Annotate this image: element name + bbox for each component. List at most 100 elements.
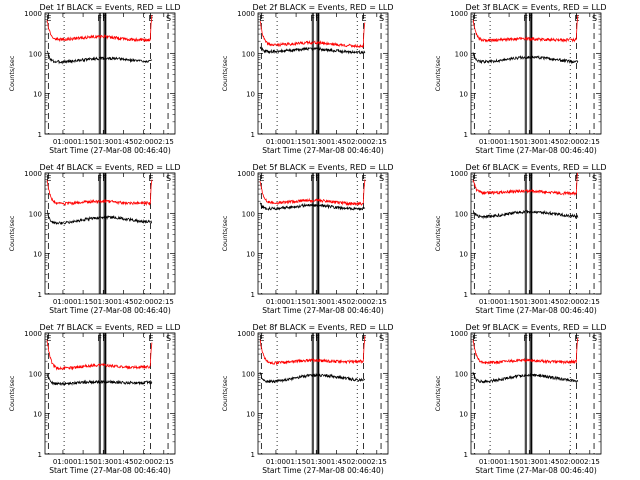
x-tick-label: 02:15: [367, 138, 387, 146]
x-tick-label: 01:15: [73, 298, 93, 306]
x-tick-label: 01:15: [73, 138, 93, 146]
plot-frame: [44, 172, 176, 295]
detector-panel: Det 6f BLACK = Events, RED = LLD 1 10 100 10…: [426, 160, 639, 320]
y-tick-label: 1: [38, 131, 42, 139]
event-marker-label: S: [592, 14, 597, 23]
y-tick-label: 1000: [237, 330, 255, 338]
x-axis-label: Start Time (27-Mar-08 00:46:40): [49, 146, 171, 155]
plot-frame: [257, 332, 389, 455]
event-marker-label: E: [149, 174, 154, 183]
y-axis-label: Counts/sec: [8, 215, 16, 251]
chart-title: Det 4f BLACK = Events, RED = LLD: [39, 163, 180, 172]
lld-series-line: [472, 172, 578, 196]
y-tick-label: 100: [242, 370, 255, 378]
y-tick-label: 10: [33, 251, 42, 259]
detector-panel: Det 8f BLACK = Events, RED = LLD 1 10 100 10…: [213, 320, 426, 480]
y-tick-label: 10: [246, 411, 255, 419]
x-tick-label: 01:45: [326, 458, 346, 466]
detector-panel: Det 5f BLACK = Events, RED = LLD 1 10 100 10…: [213, 160, 426, 320]
event-marker-label: S: [592, 334, 597, 343]
chart-title: Det 1f BLACK = Events, RED = LLD: [39, 3, 180, 12]
plot-frame: [257, 12, 389, 135]
x-tick-label: 01:15: [499, 138, 519, 146]
x-tick-label: 02:15: [154, 458, 174, 466]
x-tick-label: 01:00: [53, 458, 73, 466]
x-tick-label: 01:00: [266, 298, 286, 306]
y-axis-label: Counts/sec: [8, 375, 16, 411]
x-tick-label: 01:30: [519, 138, 539, 146]
x-axis-label: Start Time (27-Mar-08 00:46:40): [262, 466, 384, 475]
y-tick-label: 1: [251, 131, 255, 139]
events-series-line: [46, 209, 152, 226]
y-tick-label: 1000: [24, 170, 42, 178]
y-tick-label: 1: [38, 451, 42, 459]
y-tick-label: 1000: [450, 330, 468, 338]
x-axis-label: Start Time (27-Mar-08 00:46:40): [49, 306, 171, 315]
chart-title: Det 2f BLACK = Events, RED = LLD: [252, 3, 393, 12]
event-marker-label: E: [472, 14, 477, 23]
y-tick-label: 10: [459, 91, 468, 99]
x-tick-label: 01:45: [539, 138, 559, 146]
x-tick-label: 01:00: [479, 458, 499, 466]
lld-series-line: [259, 335, 366, 366]
y-tick-label: 1: [464, 291, 468, 299]
event-marker-label: S: [166, 334, 171, 343]
y-tick-label: 1000: [450, 170, 468, 178]
detector-chart-svg: Det 6f BLACK = Events, RED = LLD 1 10 100 10…: [434, 163, 607, 315]
y-tick-label: 10: [246, 251, 255, 259]
x-tick-label: 01:15: [286, 458, 306, 466]
x-tick-label: 01:30: [306, 298, 326, 306]
x-tick-label: 01:45: [326, 298, 346, 306]
event-marker-label: E: [46, 14, 51, 23]
y-tick-label: 100: [242, 210, 255, 218]
event-marker-label: E: [46, 174, 51, 183]
detector-chart-svg: Det 4f BLACK = Events, RED = LLD 1 10 100 10…: [8, 163, 181, 315]
event-marker-label: S: [166, 14, 171, 23]
x-tick-label: 02:00: [560, 458, 580, 466]
lld-series-line: [46, 179, 153, 206]
x-tick-label: 01:45: [539, 458, 559, 466]
event-marker-label: E: [259, 14, 264, 23]
y-tick-label: 10: [459, 411, 468, 419]
x-tick-label: 02:15: [367, 458, 387, 466]
event-marker-label: S: [592, 174, 597, 183]
y-tick-label: 1: [251, 451, 255, 459]
chart-title: Det 5f BLACK = Events, RED = LLD: [252, 163, 393, 172]
detector-chart-svg: Det 1f BLACK = Events, RED = LLD 1 10 100 10…: [8, 3, 181, 155]
detector-chart-svg: Det 2f BLACK = Events, RED = LLD 1 10 100 10…: [221, 3, 394, 155]
x-tick-label: 01:30: [93, 138, 113, 146]
events-series-line: [46, 50, 153, 65]
detector-panel: Det 7f BLACK = Events, RED = LLD 1 10 100 10…: [0, 320, 213, 480]
x-tick-label: 02:00: [134, 458, 154, 466]
x-tick-label: 02:00: [347, 298, 367, 306]
y-axis-label: Counts/sec: [434, 55, 442, 91]
events-series-line: [472, 52, 579, 65]
x-tick-label: 02:15: [154, 138, 174, 146]
event-marker-label: E: [259, 334, 264, 343]
x-tick-label: 01:30: [93, 458, 113, 466]
x-tick-label: 01:45: [113, 298, 133, 306]
x-axis-label: Start Time (27-Mar-08 00:46:40): [475, 466, 597, 475]
detector-chart-svg: Det 3f BLACK = Events, RED = LLD 1 10 100 10…: [434, 3, 607, 155]
y-tick-label: 10: [246, 91, 255, 99]
x-tick-label: 01:00: [479, 298, 499, 306]
chart-title: Det 3f BLACK = Events, RED = LLD: [465, 3, 606, 12]
x-tick-label: 01:45: [539, 298, 559, 306]
x-tick-label: 01:15: [499, 458, 519, 466]
y-tick-label: 100: [455, 50, 468, 58]
x-tick-label: 01:15: [73, 458, 93, 466]
event-marker-label: E: [259, 174, 264, 183]
event-marker-label: S: [379, 14, 384, 23]
x-tick-label: 02:00: [134, 298, 154, 306]
event-marker-label: E: [362, 14, 367, 23]
x-tick-label: 02:00: [347, 458, 367, 466]
x-tick-label: 01:00: [479, 138, 499, 146]
detector-chart-svg: Det 5f BLACK = Events, RED = LLD 1 10 100 10…: [221, 163, 394, 315]
events-series-line: [472, 371, 579, 384]
x-tick-label: 01:45: [113, 138, 133, 146]
plot-frame: [470, 172, 602, 295]
x-axis-label: Start Time (27-Mar-08 00:46:40): [262, 306, 384, 315]
y-tick-label: 1: [38, 291, 42, 299]
y-tick-label: 1: [464, 131, 468, 139]
